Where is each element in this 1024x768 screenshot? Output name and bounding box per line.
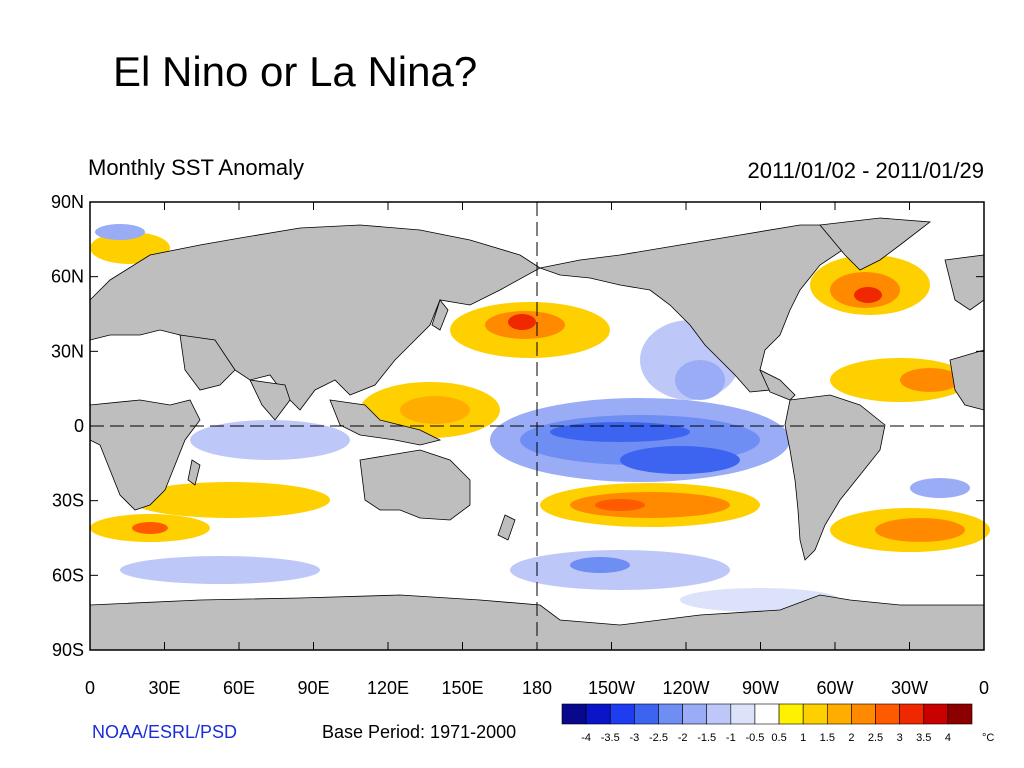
colorbar-swatch: [754, 703, 780, 725]
colorbar-swatch: [730, 703, 756, 725]
colorbar-swatch: [923, 703, 949, 725]
anomaly-blob: [132, 522, 168, 534]
colorbar-swatch: [706, 703, 732, 725]
colorbar-swatch: [899, 703, 925, 725]
colorbar-unit-label: °C: [982, 732, 994, 744]
anomaly-blob: [570, 492, 730, 518]
colorbar-swatch: [634, 703, 659, 725]
anomaly-blob: [875, 518, 965, 542]
colorbar-tick-label: -2: [678, 732, 688, 744]
land-arabia: [179, 334, 236, 391]
colorbar-tick-label: 1: [800, 732, 806, 744]
colorbar-swatch: [826, 703, 852, 725]
map-ticks: [89, 201, 985, 651]
land-madagascar: [187, 459, 201, 486]
colorbar-swatch: [585, 703, 611, 725]
colorbar-swatch: [658, 703, 683, 725]
lat-tick-label: 30N: [51, 341, 84, 361]
land-greenland: [819, 217, 932, 271]
lat-tick-label: 60S: [52, 565, 84, 585]
lon-tick-label: 0: [979, 678, 989, 698]
colorbar-tick-label: -3.5: [601, 732, 620, 744]
colorbar-swatch: [875, 703, 900, 725]
colorbar-tick-label: 3.5: [916, 732, 931, 744]
land-layer: [89, 217, 985, 651]
lon-tick-label: 120W: [662, 678, 709, 698]
colorbar-tick-label: 2: [848, 732, 854, 744]
lon-tick-label: 30W: [891, 678, 928, 698]
colorbar-swatch: [802, 703, 828, 725]
lon-tick-label: 150W: [588, 678, 635, 698]
colorbar-swatch: [609, 703, 635, 725]
lat-tick-label: 60N: [51, 267, 84, 287]
credit-text: NOAA/ESRL/PSD: [92, 722, 238, 742]
colorbar: -4 -3.5 -3 -2.5 -2 -1.5 -1 -0.5 0.5 1 1.5 2 2.5 3 3.5 4…: [561, 703, 994, 744]
anomaly-layer: [90, 224, 990, 612]
anomaly-blob: [620, 446, 740, 474]
colorbar-swatch: [778, 703, 804, 725]
anomaly-blob: [130, 482, 330, 518]
colorbar-swatch: [561, 703, 587, 725]
land-new-zealand: [497, 514, 516, 541]
colorbar-tick-label: 2.5: [868, 732, 883, 744]
lat-tick-label: 90S: [52, 640, 84, 660]
land-japan: [431, 299, 449, 331]
figure-date-range: 2011/01/02 - 2011/01/29: [747, 158, 985, 183]
anomaly-blob: [675, 360, 725, 400]
lon-tick-label: 60E: [223, 678, 255, 698]
anomaly-blob: [595, 499, 645, 511]
land-india: [249, 379, 291, 421]
colorbar-swatch: [947, 703, 973, 725]
anomaly-blob: [900, 368, 960, 392]
anomaly-blob: [854, 287, 882, 303]
colorbar-tick-label: -1.5: [697, 732, 716, 744]
land-central-america: [759, 369, 796, 401]
anomaly-blob: [570, 557, 630, 573]
anomaly-blob: [120, 556, 320, 584]
anomaly-blob: [95, 224, 145, 240]
lon-tick-label: 60W: [816, 678, 853, 698]
colorbar-tick-label: 0.5: [771, 732, 786, 744]
figure-title: Monthly SST Anomaly: [88, 155, 305, 180]
colorbar-tick-label: -1: [726, 732, 736, 744]
colorbar-swatch: [682, 703, 708, 725]
lon-tick-label: 120E: [367, 678, 409, 698]
land-north-america: [538, 224, 851, 393]
lon-tick-label: 30E: [148, 678, 180, 698]
lon-tick-label: 0: [85, 678, 95, 698]
anomaly-blob: [400, 396, 470, 424]
anomaly-blob: [550, 422, 690, 442]
colorbar-tick-label: 1.5: [820, 732, 835, 744]
colorbar-tick-label: 3: [897, 732, 903, 744]
base-period-text: Base Period: 1971-2000: [322, 722, 517, 742]
lat-tick-label: 30S: [52, 491, 84, 511]
lat-tick-label: 90N: [51, 192, 84, 212]
colorbar-swatch: [851, 703, 876, 725]
land-south-america: [784, 394, 886, 561]
anomaly-blob: [190, 420, 350, 460]
slide-title: El Nino or La Nina?: [113, 48, 478, 95]
lat-tick-label: 0: [74, 416, 84, 436]
land-europe-nw: [944, 254, 985, 311]
land-africa: [89, 399, 201, 511]
lon-tick-label: 90E: [297, 678, 329, 698]
anomaly-blob: [910, 478, 970, 498]
land-australia: [359, 449, 471, 521]
colorbar-tick-label: -0.5: [745, 732, 764, 744]
colorbar-tick-label: 4: [945, 732, 951, 744]
colorbar-tick-label: -4: [581, 732, 591, 744]
colorbar-tick-label: -3: [629, 732, 639, 744]
lon-tick-label: 180: [522, 678, 552, 698]
colorbar-tick-label: -2.5: [649, 732, 668, 744]
anomaly-blob: [508, 314, 536, 330]
lon-tick-label: 150E: [441, 678, 483, 698]
lon-tick-label: 90W: [742, 678, 779, 698]
land-se-asia: [329, 399, 442, 446]
